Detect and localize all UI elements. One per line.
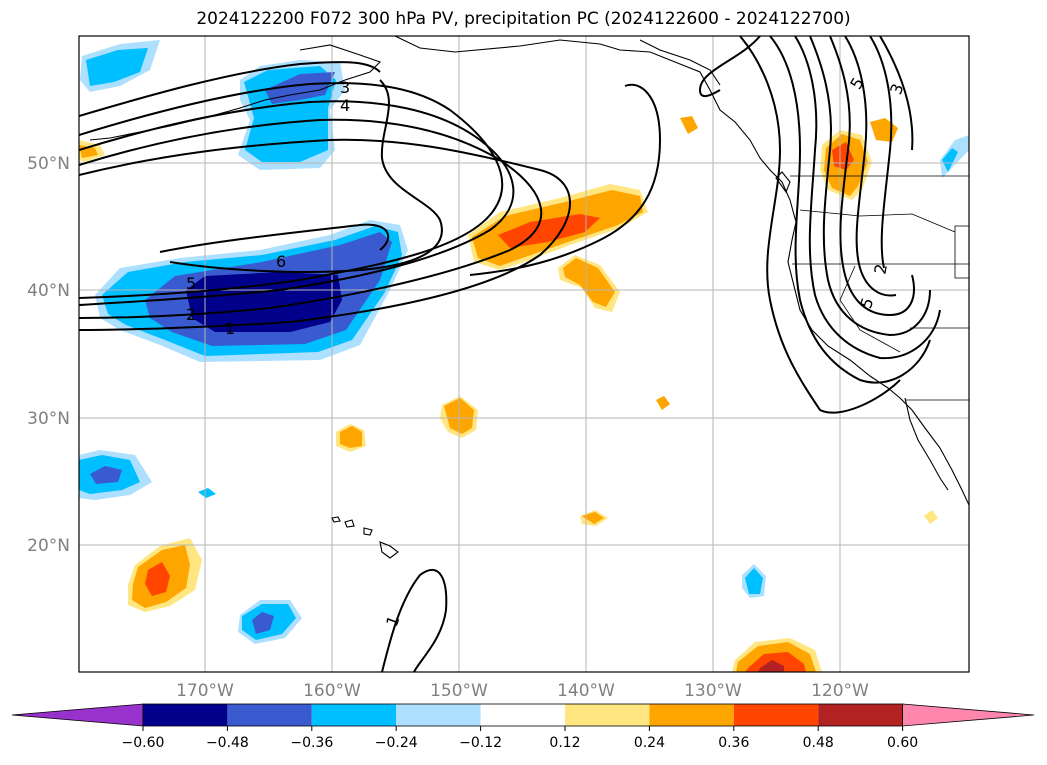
colorbar-extend-max: [902, 703, 1035, 727]
colorbar-segment: [480, 704, 565, 726]
lat-label: 20°N: [27, 536, 70, 556]
colorbar-tick-label: −0.24: [375, 735, 418, 751]
lat-label: 40°N: [27, 281, 70, 301]
lat-label: 30°N: [27, 409, 70, 429]
colorbar-extend-min: [11, 703, 144, 727]
contour-label: 2: [186, 305, 196, 324]
map-frame: [78, 35, 970, 673]
colorbar-outline: [142, 703, 903, 727]
colorbar-tick-label: −0.36: [290, 735, 333, 751]
colorbar-tick-label: −0.48: [206, 735, 249, 751]
colorbar-tick-label: 0.24: [634, 735, 665, 751]
colorbar-tick-label: 0.48: [803, 735, 834, 751]
colorbar-tick-label: 0.12: [549, 735, 580, 751]
precip-shading: [79, 40, 969, 672]
contour-label: 1: [225, 319, 235, 338]
colorbar-segment: [565, 704, 650, 726]
colorbar-segment: [649, 704, 734, 726]
map-title: 2024122200 F072 300 hPa PV, precipitatio…: [196, 9, 851, 29]
lon-label: 160°W: [303, 681, 361, 701]
contour-label: 5: [856, 295, 877, 311]
latitude-labels: 50°N 40°N 30°N 20°N: [27, 154, 70, 556]
contour-label: 3: [340, 78, 350, 97]
contour-label: 2: [870, 262, 890, 275]
colorbar-tick-label: −0.12: [459, 735, 502, 751]
contour-label: 4: [340, 96, 350, 115]
colorbar-segment: [227, 704, 312, 726]
longitude-labels: 170°W 160°W 150°W 140°W 130°W 120°W: [176, 681, 869, 701]
colorbar-segment: [818, 704, 903, 726]
colorbar-segment: [311, 704, 397, 726]
colorbar-tick-label: 0.60: [887, 735, 918, 751]
contour-label: 6: [276, 252, 286, 271]
colorbar-segment: [733, 704, 819, 726]
colorbar-tick-label: 0.36: [718, 735, 749, 751]
colorbar-segment: [396, 704, 481, 726]
map-area: 3 4 6 5 2 1 1 5 3 5 2: [79, 36, 969, 672]
colorbar: −0.60 −0.48 −0.36 −0.24 −0.12 0.12 0.24 0.36 0.4…: [11, 703, 1035, 751]
lon-label: 170°W: [176, 681, 234, 701]
colorbar-segment: [143, 704, 228, 726]
borders: [790, 175, 969, 401]
lon-label: 150°W: [430, 681, 488, 701]
lon-label: 130°W: [684, 681, 742, 701]
lon-label: 120°W: [811, 681, 869, 701]
contour-label: 1: [382, 613, 403, 629]
lon-label: 140°W: [557, 681, 615, 701]
colorbar-tick-label: −0.60: [122, 735, 165, 751]
contour-label: 5: [186, 274, 196, 293]
lat-label: 50°N: [27, 154, 70, 174]
pv-contours: [79, 36, 941, 672]
